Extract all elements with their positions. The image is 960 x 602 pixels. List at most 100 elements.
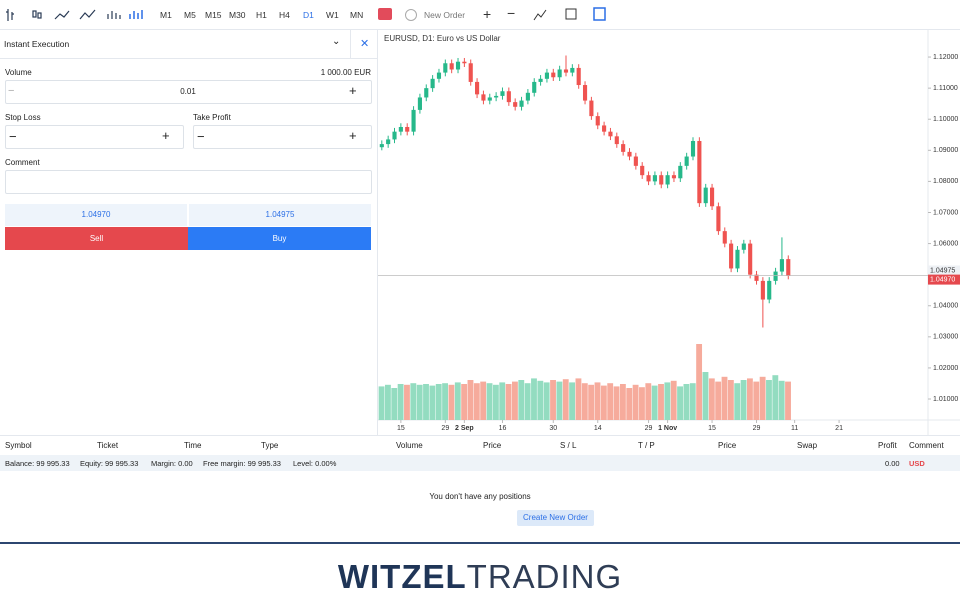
footer: WITZELTRADING [0, 542, 960, 602]
volume-bar [410, 383, 417, 420]
x-tick-label: 11 [791, 425, 798, 432]
bid-label: 1.04970 [930, 276, 955, 283]
column-header: S / L [560, 441, 577, 450]
take-profit-input[interactable] [193, 125, 372, 149]
zoom-out[interactable]: − [507, 5, 516, 21]
volume-bar [639, 387, 645, 420]
candle-body [449, 63, 454, 70]
volume-bar [556, 381, 563, 420]
candle-body [690, 140, 696, 157]
y-tick-label: 1.01000 [933, 396, 958, 403]
volume-bar [454, 382, 461, 420]
y-tick-label: 1.07000 [933, 209, 958, 216]
x-tick-label: 30 [549, 425, 557, 432]
candle-body [710, 187, 715, 207]
candle-body [582, 85, 588, 101]
timeframe-button[interactable]: M30 [229, 10, 246, 20]
candle-body [678, 165, 683, 179]
candle-body [748, 243, 753, 275]
x-tick-label: 21 [835, 425, 843, 432]
column-header: Volume [396, 441, 423, 450]
candle-body [665, 175, 670, 185]
x-tick-label: 15 [397, 425, 405, 432]
volume-bar [575, 378, 582, 420]
candle-body [703, 187, 708, 204]
execution-type[interactable]: Instant Execution [4, 39, 70, 49]
buy-button[interactable]: Buy [188, 227, 371, 250]
volume-bar [746, 378, 753, 420]
level: Level: 0.00% [293, 459, 337, 468]
candle-body [722, 231, 727, 244]
timeframe-button[interactable]: H1 [256, 10, 267, 20]
candle-body [405, 126, 410, 132]
column-header: Time [184, 441, 202, 450]
volume-bar [505, 384, 512, 420]
volume-bar [404, 384, 410, 420]
flag-icon [378, 8, 392, 20]
new-order-button[interactable]: New Order [424, 10, 466, 20]
y-tick-label: 1.10000 [933, 116, 958, 123]
candle-body [633, 156, 638, 166]
y-tick-label: 1.06000 [933, 240, 958, 247]
candle-body [392, 131, 397, 140]
volume-bar [664, 382, 671, 420]
create-order-button[interactable]: Create New Order [517, 510, 594, 526]
timeframe-button[interactable]: D1 [303, 10, 314, 20]
volume-minus[interactable]: − [8, 85, 15, 97]
equity: Equity: 99 995.33 [80, 459, 139, 468]
volume-bar [391, 388, 398, 420]
volume-bar [670, 380, 677, 420]
volume-plus[interactable]: + [349, 83, 357, 98]
sell-button[interactable]: Sell [5, 227, 188, 250]
candle-body [494, 95, 499, 98]
candle-body [779, 259, 784, 272]
candle-body [608, 131, 613, 137]
timeframe-button[interactable]: M1 [160, 10, 172, 20]
volume-bar [766, 380, 772, 420]
candle-body [767, 280, 772, 300]
volume-bar [778, 380, 785, 420]
timeframe-button[interactable]: M5 [184, 10, 196, 20]
take-profit-label: Take Profit [193, 113, 231, 122]
x-tick-label: 15 [708, 425, 716, 432]
timeframe-button[interactable]: W1 [326, 10, 339, 20]
candle-body [551, 72, 556, 78]
sl-plus[interactable]: + [162, 128, 170, 143]
stop-loss-input[interactable] [5, 125, 184, 149]
comment-input[interactable] [5, 170, 372, 194]
volume-bar [499, 382, 506, 420]
column-header: Comment [909, 441, 944, 450]
volume-label: Volume [5, 68, 32, 77]
dropdown-arrow[interactable]: ⌄ [332, 36, 341, 47]
timeframe-button[interactable]: MN [350, 10, 364, 20]
divider [0, 58, 377, 59]
sl-minus[interactable]: − [9, 129, 17, 144]
zoom-in[interactable]: + [483, 6, 492, 22]
column-header: Price [483, 441, 502, 450]
candle-body [646, 175, 651, 182]
candle-body [716, 206, 721, 232]
timeframe-button[interactable]: H4 [279, 10, 290, 20]
candle-body [481, 94, 486, 101]
candle-body [602, 125, 607, 132]
column-header: Price [718, 441, 737, 450]
bid-price: 1.04970 [5, 204, 187, 226]
volume-bar [543, 382, 550, 420]
tp-minus[interactable]: − [197, 129, 205, 144]
volume-bar [727, 380, 734, 420]
volume-bar [384, 384, 391, 420]
candle-body [500, 91, 505, 96]
margin: Margin: 0.00 [151, 459, 193, 468]
volume-bar [429, 385, 436, 420]
volume-input[interactable] [5, 80, 372, 104]
candle-body [386, 139, 391, 145]
timeframe-button[interactable]: M15 [205, 10, 222, 20]
candle-body [614, 136, 619, 145]
x-tick-label: 29 [645, 425, 653, 432]
candle-body [652, 175, 657, 182]
ask-label: 1.04975 [930, 267, 955, 274]
ask-price: 1.04975 [189, 204, 371, 226]
tp-plus[interactable]: + [349, 128, 357, 143]
logo: WITZELTRADING [0, 558, 960, 596]
close-button[interactable]: ✕ [360, 38, 370, 50]
